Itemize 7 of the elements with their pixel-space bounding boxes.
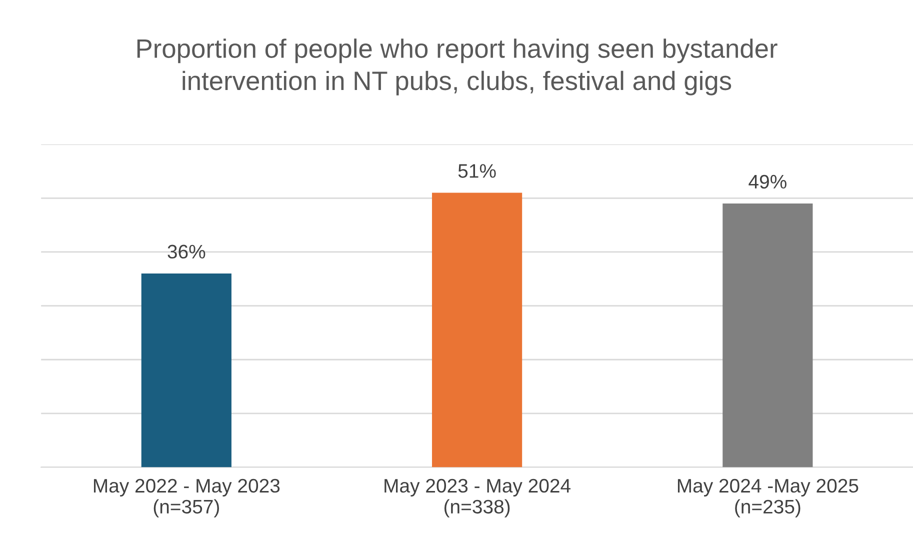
chart-title: Proportion of people who report having seen bystander intervention in NT pubs, clubs, festival and gigs — [137, 38, 778, 96]
data-label: 36% — [168, 244, 206, 259]
data-label: 51% — [458, 164, 496, 178]
data-label: 49% — [748, 174, 786, 189]
x-tick-label: May 2023 - May 2024 (n=338) — [384, 478, 571, 518]
x-tick-label: May 2022 - May 2023 (n=357) — [94, 478, 280, 518]
x-tick-label: May 2024 -May 2025 (n=235) — [678, 478, 858, 518]
